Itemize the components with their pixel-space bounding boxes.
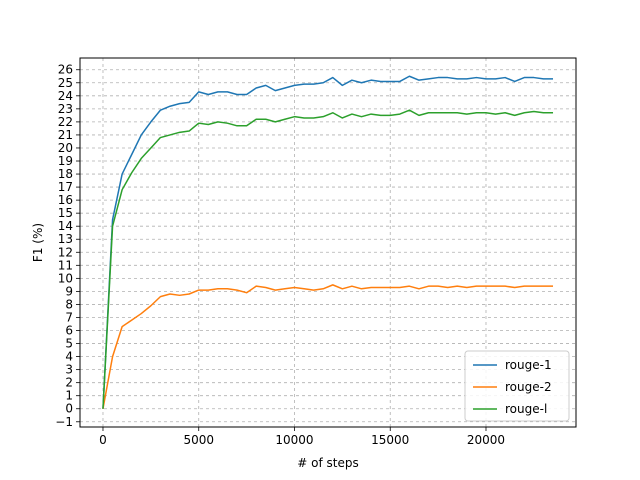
x-axis-label: # of steps (297, 456, 358, 470)
y-tick-label: 7 (65, 310, 73, 324)
y-tick-label: 0 (65, 402, 73, 416)
y-tick-label: 3 (65, 363, 73, 377)
legend-label-rouge-2: rouge-2 (505, 380, 552, 394)
legend-box (464, 350, 570, 422)
y-tick-label: 8 (65, 297, 73, 311)
y-tick-label: 16 (58, 193, 73, 207)
y-tick-label: 4 (65, 350, 73, 364)
y-tick-label: 6 (65, 324, 73, 338)
legend-label-rouge-l: rouge-l (505, 402, 547, 416)
x-tick-label: 5000 (183, 433, 214, 447)
y-tick-label: 12 (58, 245, 73, 259)
grid-lines (80, 58, 576, 427)
series-line-rouge-l (102, 109, 554, 409)
y-axis-ticks: −101234567891011121314151617181920212223… (55, 63, 80, 429)
y-tick-label: 14 (58, 219, 73, 233)
y-tick-label: 2 (65, 376, 73, 390)
y-tick-label: 18 (58, 167, 73, 181)
x-tick-label: 10000 (275, 433, 313, 447)
y-tick-label: 24 (58, 89, 73, 103)
y-tick-label: 21 (58, 128, 73, 142)
y-tick-label: 26 (58, 63, 73, 77)
y-tick-label: 9 (65, 284, 73, 298)
y-tick-label: 13 (58, 232, 73, 246)
y-tick-label: 20 (58, 141, 73, 155)
y-tick-label: 23 (58, 102, 73, 116)
legend-label-rouge-1: rouge-1 (505, 358, 552, 372)
x-tick-label: 0 (99, 433, 107, 447)
y-tick-label: 11 (58, 258, 73, 272)
plot-lines (102, 75, 554, 409)
legend: rouge-1 rouge-2 rouge-l (464, 350, 570, 422)
y-tick-label: 10 (58, 271, 73, 285)
y-tick-label: 1 (65, 389, 73, 403)
plot-frame (79, 57, 577, 428)
y-tick-label: −1 (55, 415, 73, 429)
y-tick-label: 5 (65, 337, 73, 351)
y-tick-label: 22 (58, 115, 73, 129)
y-tick-label: 15 (58, 206, 73, 220)
y-tick-label: 19 (58, 154, 73, 168)
x-tick-label: 15000 (371, 433, 409, 447)
y-axis-label: F1 (%) (31, 223, 45, 262)
y-tick-label: 17 (58, 180, 73, 194)
x-tick-label: 20000 (467, 433, 505, 447)
series-line-rouge-1 (102, 75, 554, 409)
y-tick-label: 25 (58, 76, 73, 90)
x-axis-ticks: 0 5000 10000 15000 20000 (99, 427, 505, 447)
series-line-rouge-2 (102, 284, 554, 409)
